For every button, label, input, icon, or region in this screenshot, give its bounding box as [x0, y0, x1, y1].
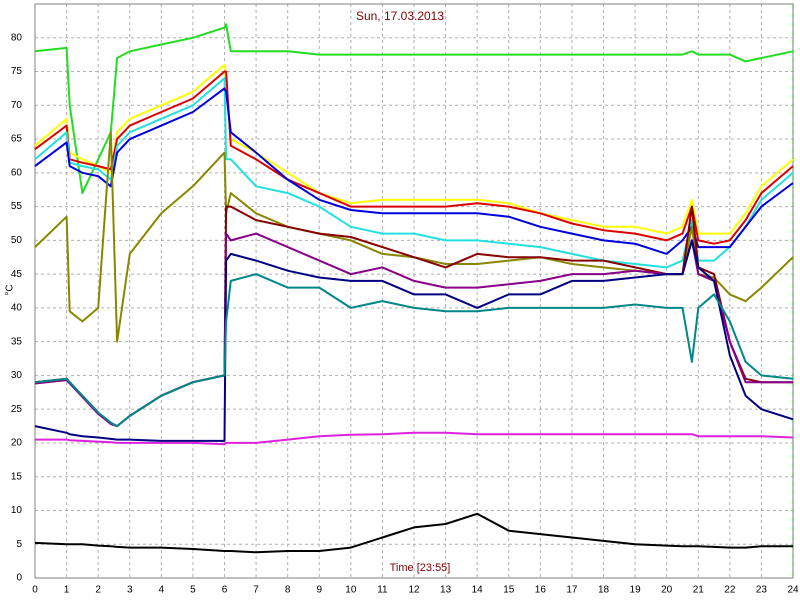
x-tick-label: 21	[693, 585, 705, 596]
x-tick-label: 1	[64, 585, 70, 596]
y-tick-label: 70	[11, 100, 23, 111]
x-tick-label: 13	[440, 585, 452, 596]
y-tick-label: 25	[11, 404, 23, 415]
x-tick-label: 16	[535, 585, 547, 596]
y-tick-label: 60	[11, 167, 23, 178]
y-tick-label: 0	[16, 573, 22, 584]
x-tick-label: 12	[408, 585, 420, 596]
x-tick-label: 2	[95, 585, 101, 596]
x-tick-label: 24	[787, 585, 799, 596]
x-tick-label: 7	[253, 585, 259, 596]
y-tick-label: 45	[11, 269, 23, 280]
y-tick-label: 10	[11, 505, 23, 516]
y-axis-label: °C	[5, 284, 16, 295]
data-line	[34, 239, 794, 442]
y-tick-label: 65	[11, 134, 23, 145]
x-tick-label: 4	[159, 585, 165, 596]
x-tick-label: 18	[598, 585, 610, 596]
chart-title: Sun, 17.03.2013	[356, 9, 444, 23]
y-tick-label: 55	[11, 201, 23, 212]
x-axis-label: Time [23:55]	[390, 562, 451, 574]
data-line	[34, 273, 794, 428]
x-tick-label: 20	[661, 585, 673, 596]
x-tick-label: 14	[472, 585, 484, 596]
data-line	[34, 131, 794, 343]
data-line	[34, 512, 793, 554]
x-tick-label: 19	[630, 585, 642, 596]
x-tick-label: 8	[285, 585, 291, 596]
x-tick-label: 6	[222, 585, 228, 596]
x-tick-label: 0	[32, 585, 38, 596]
y-tick-label: 15	[11, 471, 23, 482]
data-line	[34, 23, 794, 195]
x-tick-label: 11	[377, 585, 388, 596]
x-tick-label: 9	[316, 585, 322, 596]
y-tick-label: 40	[11, 303, 23, 314]
data-line	[35, 431, 794, 446]
x-tick-label: 3	[127, 585, 133, 596]
plot-frame	[34, 3, 794, 579]
x-tick-label: 22	[724, 585, 736, 596]
y-tick-label: 35	[11, 336, 23, 347]
x-tick-label: 23	[756, 585, 768, 596]
y-tick-label: 30	[11, 370, 23, 381]
y-tick-label: 80	[11, 32, 23, 43]
y-tick-label: 75	[11, 66, 23, 77]
x-tick-label: 17	[566, 585, 578, 596]
y-tick-label: 50	[11, 235, 23, 246]
y-tick-label: 5	[16, 539, 22, 550]
y-tick-label: 20	[11, 438, 23, 449]
x-tick-label: 15	[503, 585, 515, 596]
x-tick-label: 10	[345, 585, 357, 596]
x-tick-label: 5	[190, 585, 196, 596]
